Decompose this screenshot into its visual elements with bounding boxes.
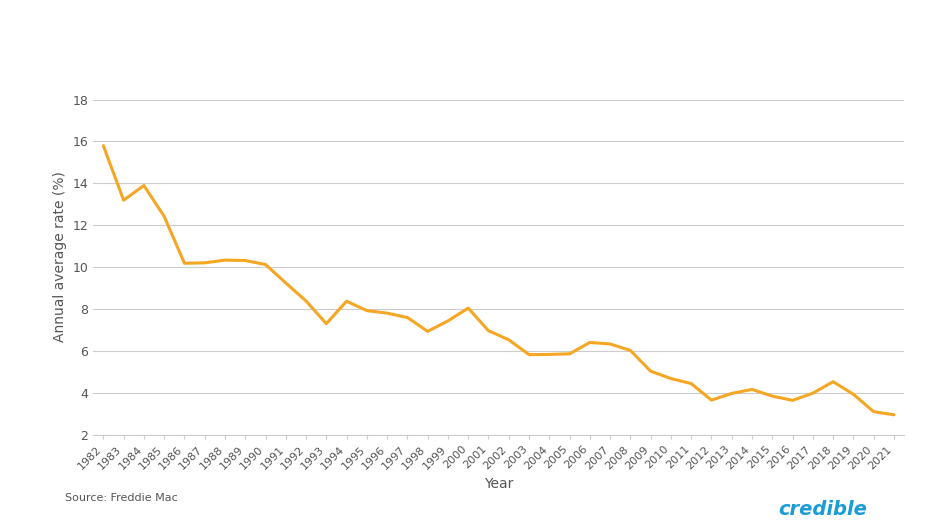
- Text: credible: credible: [778, 500, 867, 519]
- Y-axis label: Annual average rate (%): Annual average rate (%): [53, 171, 67, 342]
- Text: Average 30-year fixed mortgage rates over the past 39 years: Average 30-year fixed mortgage rates ove…: [81, 21, 851, 41]
- Text: Source: Freddie Mac: Source: Freddie Mac: [65, 493, 178, 503]
- X-axis label: Year: Year: [484, 477, 514, 490]
